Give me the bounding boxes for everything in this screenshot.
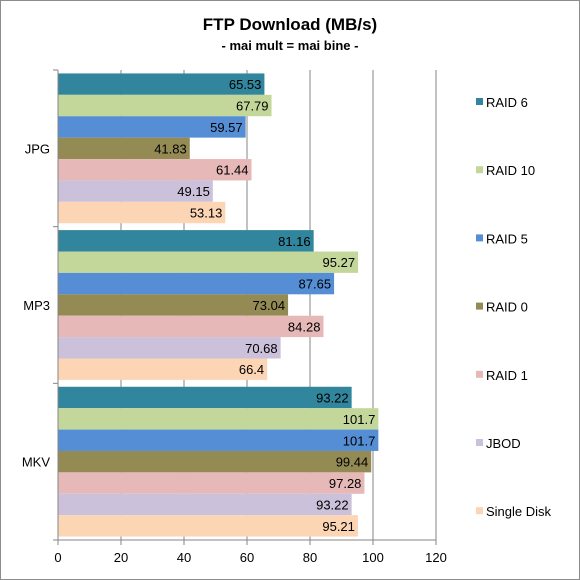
bars: 65.53 67.79 59.57 41.83 61.44 49.15 53.13 81.16… <box>58 73 379 537</box>
bar <box>58 515 358 537</box>
data-label: 84.28 <box>288 319 321 334</box>
data-label: 70.68 <box>245 341 278 356</box>
data-label: 61.44 <box>216 163 249 178</box>
x-tick-label: 60 <box>240 550 254 565</box>
legend-label: Single Disk <box>486 504 552 519</box>
category-label: MKV <box>22 455 51 470</box>
bar <box>58 337 281 359</box>
x-tick-label: 120 <box>425 550 447 565</box>
data-label: 59.57 <box>210 120 243 135</box>
data-label: 65.53 <box>229 77 262 92</box>
data-label: 101.7 <box>343 412 376 427</box>
bar <box>58 472 365 494</box>
bar <box>58 159 252 181</box>
data-label: 93.22 <box>316 497 349 512</box>
axes: 0 20 40 60 80 100 120 JPG MP3 MKV <box>22 69 447 565</box>
x-tick-label: 80 <box>303 550 317 565</box>
bar <box>58 272 335 295</box>
data-label: 99.44 <box>336 455 369 470</box>
data-label: 87.65 <box>299 277 332 292</box>
data-label: 73.04 <box>253 298 286 313</box>
bar <box>58 408 379 430</box>
legend-swatch <box>476 98 483 105</box>
bar <box>58 493 352 516</box>
data-label: 66.4 <box>239 362 264 377</box>
bar <box>58 180 213 202</box>
data-label: 95.21 <box>322 519 355 534</box>
data-label: 93.22 <box>316 390 349 405</box>
bar <box>58 73 265 95</box>
legend-swatch <box>476 166 483 174</box>
data-label: 67.79 <box>236 99 269 114</box>
data-label: 49.15 <box>177 184 210 199</box>
x-tick-label: 20 <box>114 550 128 565</box>
x-tick-label: 100 <box>362 550 384 565</box>
data-label: 81.16 <box>278 234 311 249</box>
bar <box>58 137 190 160</box>
data-label: 95.27 <box>323 255 356 270</box>
legend-label: RAID 0 <box>486 300 528 315</box>
bar <box>58 94 272 117</box>
bar <box>58 230 314 252</box>
data-label: 53.13 <box>190 206 223 221</box>
legend-label: RAID 6 <box>486 95 528 110</box>
bar <box>58 429 379 451</box>
data-label: 41.83 <box>154 141 187 156</box>
bar <box>58 201 226 224</box>
legend: RAID 6 RAID 10 RAID 5 RAID 0 RAID 1 JBOD Singl… <box>476 95 552 519</box>
bar <box>58 116 246 138</box>
data-label: 97.28 <box>329 476 362 491</box>
category-label: JPG <box>25 141 50 156</box>
bar <box>58 450 372 473</box>
bar <box>58 358 268 380</box>
legend-swatch <box>476 439 483 446</box>
bar <box>58 386 352 409</box>
legend-swatch <box>476 302 483 310</box>
legend-label: RAID 1 <box>486 368 528 383</box>
x-tick-label: 0 <box>54 550 61 565</box>
legend-label: JBOD <box>486 436 521 451</box>
chart-title: FTP Download (MB/s) <box>203 15 377 34</box>
legend-label: RAID 5 <box>486 231 528 246</box>
x-tick-label: 40 <box>177 550 191 565</box>
bar <box>58 294 289 316</box>
legend-label: RAID 10 <box>486 163 535 178</box>
data-label: 101.7 <box>343 433 376 448</box>
category-label: MP3 <box>23 298 50 313</box>
bar <box>58 251 359 273</box>
legend-swatch <box>476 507 483 515</box>
bar <box>58 315 324 338</box>
legend-swatch <box>476 370 483 378</box>
legend-swatch <box>476 234 483 242</box>
chart-subtitle: - mai mult = mai bine - <box>222 38 359 53</box>
